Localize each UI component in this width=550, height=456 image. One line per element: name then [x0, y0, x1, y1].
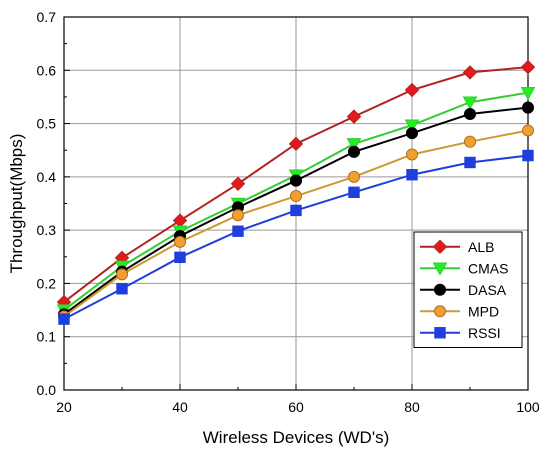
- data-point: [404, 119, 420, 133]
- data-point: [174, 251, 186, 264]
- data-point: [289, 190, 303, 203]
- y-tick-label: 0.2: [37, 275, 57, 291]
- data-point: [463, 107, 477, 121]
- legend-entry-mpd: MPD: [420, 303, 499, 319]
- legend-marker: [434, 327, 446, 339]
- data-point: [346, 109, 362, 124]
- y-tick-label: 0.3: [37, 222, 57, 238]
- data-point: [347, 145, 361, 158]
- data-point: [464, 156, 476, 169]
- x-tick-label: 40: [172, 399, 188, 415]
- legend-entry-cmas: CMAS: [420, 260, 508, 276]
- legend: ALB CMAS DASA MPD RSSI: [413, 231, 523, 348]
- data-point: [115, 268, 129, 281]
- y-tick-label: 0.6: [37, 62, 57, 78]
- data-point: [520, 86, 536, 101]
- data-point: [116, 283, 128, 295]
- y-tick-label: 0.1: [37, 329, 57, 345]
- data-point: [346, 138, 362, 152]
- data-point: [290, 204, 302, 217]
- legend-entry-dasa: DASA: [420, 282, 507, 298]
- y-tick-label: 0.7: [37, 9, 57, 25]
- data-point: [231, 209, 245, 222]
- x-tick-label: 60: [288, 399, 304, 415]
- series-rssi: [58, 149, 534, 325]
- y-tick-label: 0.4: [37, 169, 57, 185]
- legend-label: RSSI: [468, 325, 501, 341]
- data-point: [462, 96, 478, 110]
- data-point: [288, 136, 304, 152]
- data-point: [289, 174, 303, 187]
- legend-label: MPD: [468, 303, 499, 319]
- x-tick-label: 80: [404, 399, 420, 415]
- data-point: [406, 169, 418, 181]
- x-axis-label: Wireless Devices (WD's): [203, 428, 389, 447]
- legend-label: DASA: [468, 282, 507, 298]
- legend-label: CMAS: [468, 260, 508, 276]
- data-point: [521, 101, 535, 114]
- data-point: [347, 170, 361, 183]
- y-tick-label: 0.0: [37, 382, 57, 398]
- legend-entry-alb: ALB: [420, 239, 494, 255]
- data-point: [405, 148, 419, 161]
- data-point: [462, 65, 478, 80]
- data-point: [232, 225, 244, 237]
- x-tick-label: 20: [56, 399, 72, 415]
- data-point: [463, 135, 477, 148]
- legend-marker: [432, 262, 448, 276]
- data-point: [521, 124, 535, 137]
- legend-entry-rssi: RSSI: [420, 325, 501, 341]
- legend-marker: [433, 305, 447, 318]
- legend-marker: [433, 283, 447, 296]
- data-point: [522, 149, 534, 162]
- data-point: [230, 176, 246, 191]
- data-point: [405, 127, 419, 140]
- y-axis-label: Throughput(Mbps): [7, 134, 26, 274]
- data-point: [58, 313, 70, 325]
- axis-ticks: 20 40 60 80 100 0.0 0.1 0.2 0.3 0.4 0.5 0.6 0.7: [37, 9, 540, 415]
- legend-label: ALB: [468, 239, 494, 255]
- legend-marker: [432, 239, 448, 254]
- data-point: [173, 235, 187, 248]
- series-lines: [56, 59, 536, 325]
- x-tick-label: 100: [516, 399, 540, 415]
- grid: [64, 17, 528, 390]
- data-point: [348, 186, 360, 199]
- legend-box: [413, 231, 523, 348]
- data-point: [404, 82, 420, 98]
- y-tick-label: 0.5: [37, 116, 57, 132]
- data-point: [520, 59, 536, 75]
